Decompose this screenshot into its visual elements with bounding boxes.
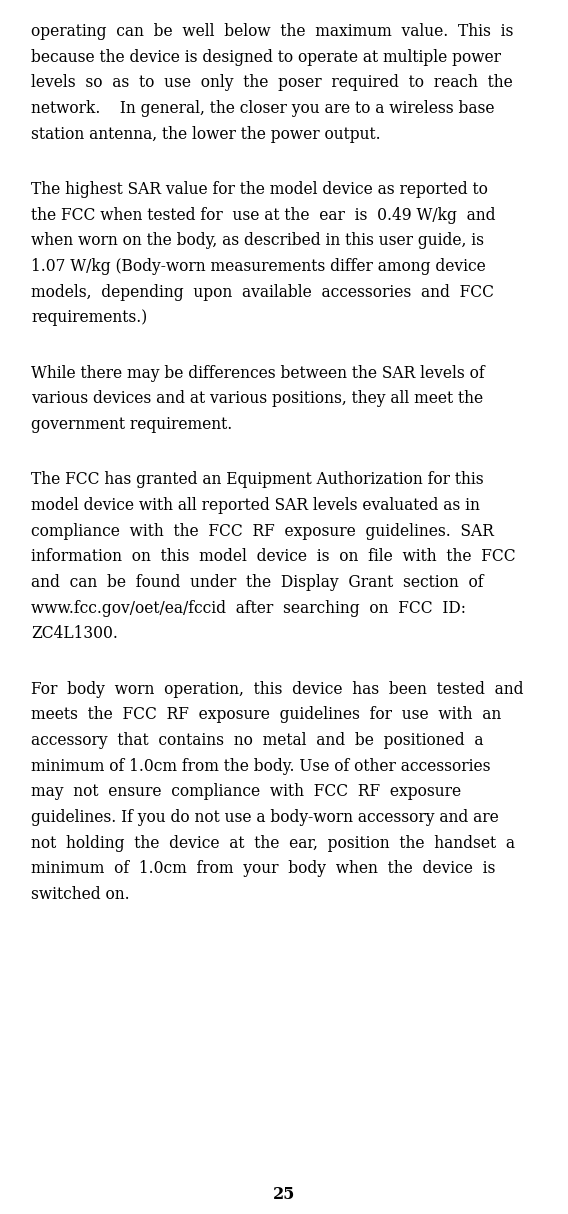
Text: network.    In general, the closer you are to a wireless base: network. In general, the closer you are … — [31, 100, 495, 117]
Text: minimum  of  1.0cm  from  your  body  when  the  device  is: minimum of 1.0cm from your body when the… — [31, 861, 496, 878]
Text: meets  the  FCC  RF  exposure  guidelines  for  use  with  an: meets the FCC RF exposure guidelines for… — [31, 707, 502, 724]
Text: the FCC when tested for  use at the  ear  is  0.49 W/kg  and: the FCC when tested for use at the ear i… — [31, 206, 496, 223]
Text: minimum of 1.0cm from the body. Use of other accessories: minimum of 1.0cm from the body. Use of o… — [31, 758, 491, 775]
Text: guidelines. If you do not use a body-worn accessory and are: guidelines. If you do not use a body-wor… — [31, 809, 499, 826]
Text: The highest SAR value for the model device as reported to: The highest SAR value for the model devi… — [31, 181, 488, 198]
Text: station antenna, the lower the power output.: station antenna, the lower the power out… — [31, 125, 381, 142]
Text: when worn on the body, as described in this user guide, is: when worn on the body, as described in t… — [31, 232, 485, 249]
Text: and  can  be  found  under  the  Display  Grant  section  of: and can be found under the Display Grant… — [31, 574, 484, 591]
Text: 25: 25 — [273, 1186, 295, 1203]
Text: The FCC has granted an Equipment Authorization for this: The FCC has granted an Equipment Authori… — [31, 471, 484, 488]
Text: because the device is designed to operate at multiple power: because the device is designed to operat… — [31, 49, 501, 66]
Text: not  holding  the  device  at  the  ear,  position  the  handset  a: not holding the device at the ear, posit… — [31, 835, 515, 852]
Text: accessory  that  contains  no  metal  and  be  positioned  a: accessory that contains no metal and be … — [31, 732, 484, 749]
Text: various devices and at various positions, they all meet the: various devices and at various positions… — [31, 390, 483, 407]
Text: ZC4L1300.: ZC4L1300. — [31, 625, 118, 642]
Text: compliance  with  the  FCC  RF  exposure  guidelines.  SAR: compliance with the FCC RF exposure guid… — [31, 522, 494, 539]
Text: model device with all reported SAR levels evaluated as in: model device with all reported SAR level… — [31, 497, 480, 514]
Text: 1.07 W/kg (Body-worn measurements differ among device: 1.07 W/kg (Body-worn measurements differ… — [31, 257, 486, 274]
Text: levels  so  as  to  use  only  the  poser  required  to  reach  the: levels so as to use only the poser requi… — [31, 74, 513, 91]
Text: models,  depending  upon  available  accessories  and  FCC: models, depending upon available accesso… — [31, 284, 494, 301]
Text: While there may be differences between the SAR levels of: While there may be differences between t… — [31, 364, 485, 381]
Text: switched on.: switched on. — [31, 886, 130, 903]
Text: may  not  ensure  compliance  with  FCC  RF  exposure: may not ensure compliance with FCC RF ex… — [31, 783, 461, 800]
Text: For  body  worn  operation,  this  device  has  been  tested  and: For body worn operation, this device has… — [31, 681, 524, 698]
Text: government requirement.: government requirement. — [31, 416, 232, 433]
Text: www.fcc.gov/oet/ea/fccid  after  searching  on  FCC  ID:: www.fcc.gov/oet/ea/fccid after searching… — [31, 600, 466, 617]
Text: operating  can  be  well  below  the  maximum  value.  This  is: operating can be well below the maximum … — [31, 23, 513, 40]
Text: requirements.): requirements.) — [31, 310, 148, 327]
Text: information  on  this  model  device  is  on  file  with  the  FCC: information on this model device is on f… — [31, 549, 516, 566]
